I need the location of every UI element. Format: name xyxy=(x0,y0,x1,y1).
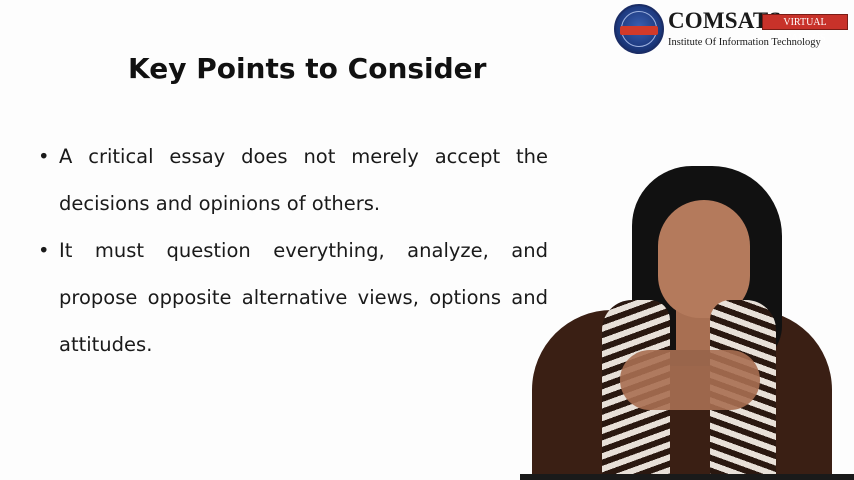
bullet-list: • A critical essay does not merely accep… xyxy=(38,133,548,368)
bullet-text: A critical essay does not merely accept … xyxy=(59,145,548,215)
bullet-item: • A critical essay does not merely accep… xyxy=(38,133,548,227)
bullet-dot: • xyxy=(38,239,50,262)
virtual-campus-tag: VIRTUAL CAMPUS xyxy=(762,14,848,44)
presenter-face xyxy=(658,200,750,318)
comsats-seal-icon xyxy=(614,4,664,54)
bullet-item: • It must question everything, analyze, … xyxy=(38,227,548,368)
podium-edge xyxy=(520,474,854,480)
presenter-hands xyxy=(620,350,760,410)
bullet-dot: • xyxy=(38,145,50,168)
comsats-logo: COMSATS VIRTUAL CAMPUS Institute Of Info… xyxy=(612,4,852,56)
bullet-text: It must question everything, analyze, an… xyxy=(59,239,548,356)
slide-title: Key Points to Consider xyxy=(128,52,487,85)
institute-name: Institute Of Information Technology xyxy=(668,37,821,48)
presenter-video xyxy=(520,160,854,480)
